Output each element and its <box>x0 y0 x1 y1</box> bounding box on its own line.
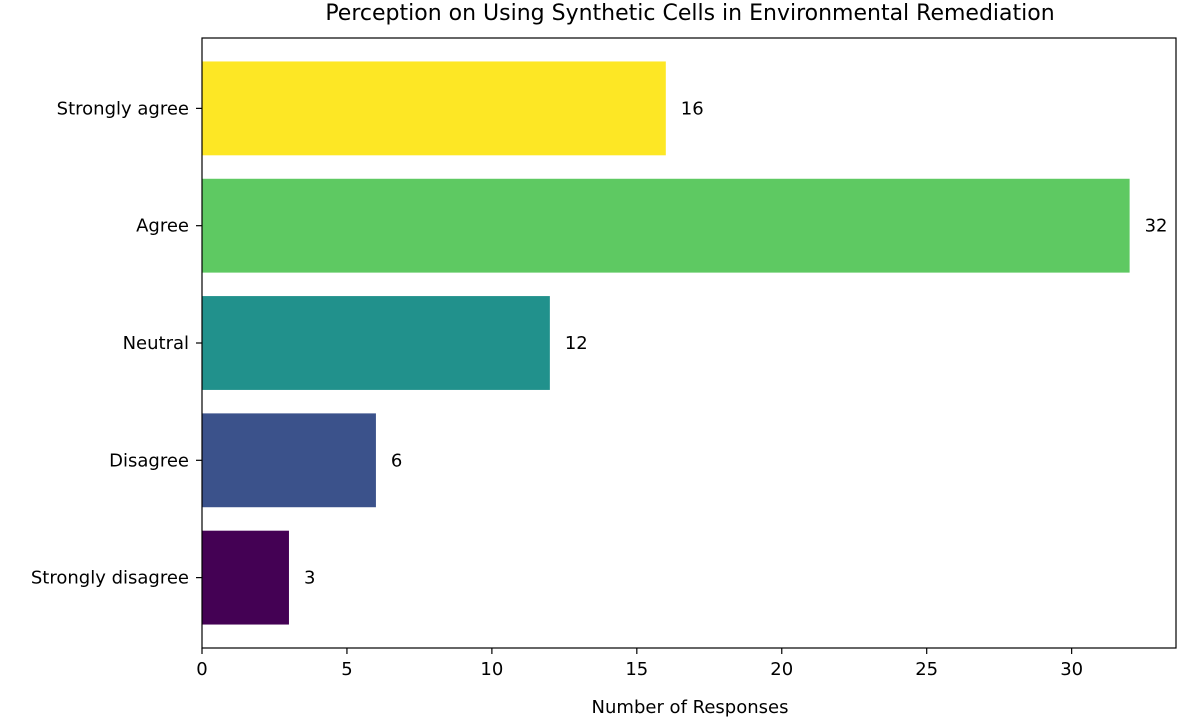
x-axis-ticks: 0 5 10 15 20 25 30 <box>196 648 1083 680</box>
bar-value-label: 32 <box>1145 216 1168 237</box>
y-tick-label: Strongly disagree <box>31 568 189 589</box>
y-tick-label: Neutral <box>123 333 189 354</box>
x-tick-label: 25 <box>915 659 938 680</box>
bar <box>202 296 550 390</box>
y-axis-ticks: Strongly agree Agree Neutral Disagree Strong… <box>31 98 202 589</box>
bar-value-label: 3 <box>304 568 315 589</box>
bar <box>202 413 376 508</box>
bar-value-label: 12 <box>565 333 588 354</box>
bar-value-label: 16 <box>681 98 704 119</box>
y-tick-label: Disagree <box>109 450 189 471</box>
y-tick-label: Strongly agree <box>57 98 189 119</box>
x-tick-label: 5 <box>341 659 352 680</box>
x-tick-label: 0 <box>196 659 207 680</box>
bar <box>202 530 289 625</box>
x-tick-label: 15 <box>625 659 648 680</box>
bars-layer <box>202 61 1130 625</box>
x-tick-label: 20 <box>770 659 793 680</box>
bar <box>202 61 666 156</box>
value-labels-layer: 16 32 12 6 3 <box>304 98 1168 588</box>
x-tick-label: 30 <box>1060 659 1083 680</box>
bar <box>202 178 1130 273</box>
y-tick-label: Agree <box>136 216 189 237</box>
chart-title: Perception on Using Synthetic Cells in E… <box>325 1 1054 26</box>
x-tick-label: 10 <box>480 659 503 680</box>
bar-value-label: 6 <box>391 450 402 471</box>
x-axis-label: Number of Responses <box>592 697 789 718</box>
plot-frame <box>201 37 1177 649</box>
